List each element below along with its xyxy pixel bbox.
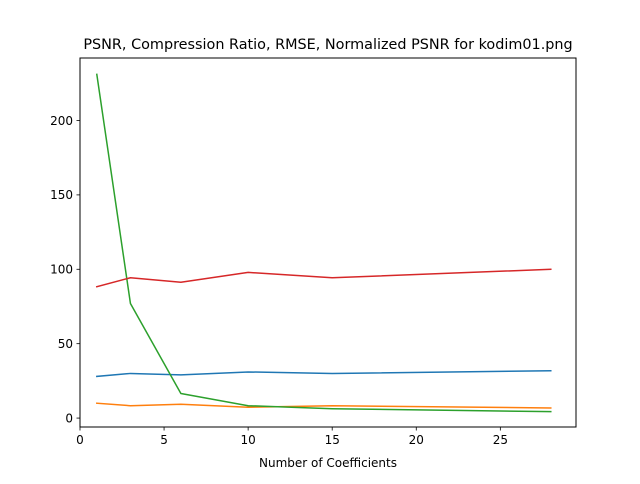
y-tick-label: 50 [58,337,73,351]
series-line-1 [95,370,552,378]
chart-title: PSNR, Compression Ratio, RMSE, Normalize… [83,37,572,53]
x-tick-label: 0 [76,433,84,447]
y-tick-label: 0 [65,411,73,425]
y-axis: 0 50 100 150 200 [50,114,80,425]
y-tick-label: 150 [50,188,73,202]
x-tick-label: 25 [493,433,508,447]
series-line-3 [95,73,552,413]
x-tick-label: 20 [409,433,424,447]
plot-frame [79,57,577,428]
x-tick-label: 15 [325,433,340,447]
y-tick-label: 100 [50,263,73,277]
x-axis-label: Number of Coefficients [259,456,397,470]
series-line-2 [96,402,552,409]
series-line-4 [95,268,552,288]
plot-series [95,73,552,413]
x-tick-label: 10 [240,433,255,447]
x-tick-label: 5 [160,433,168,447]
x-axis: 0 5 10 15 20 25 [76,427,508,447]
y-tick-label: 200 [50,114,73,128]
